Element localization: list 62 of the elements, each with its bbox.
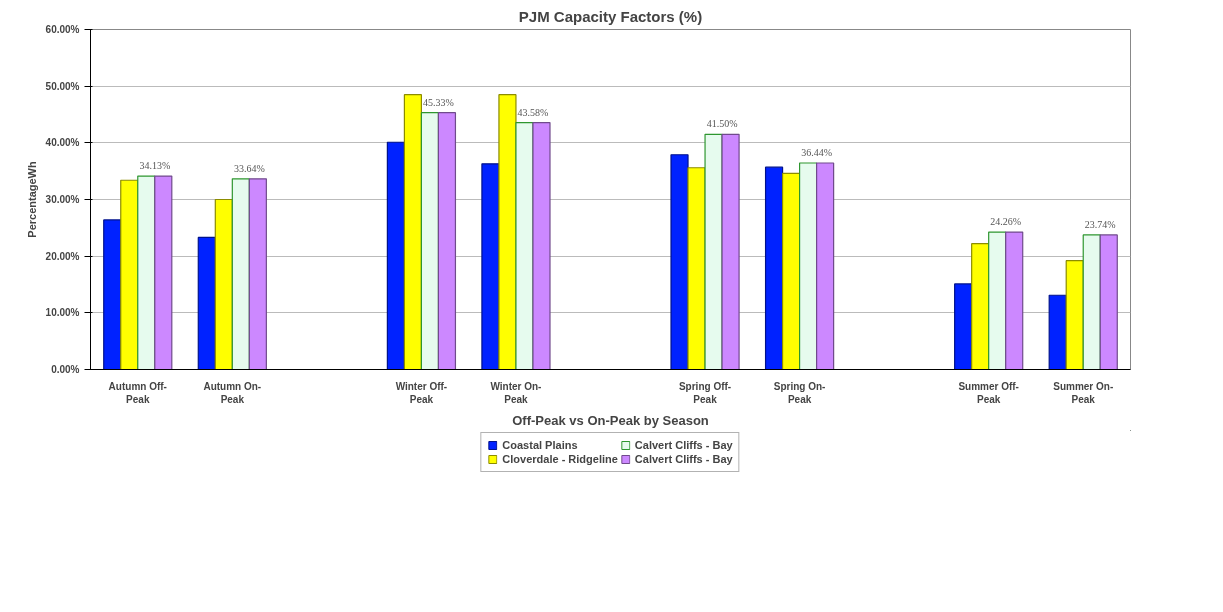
bar [1005, 231, 1024, 370]
x-tick-label: Spring Off-Peak [678, 380, 732, 405]
data-label: 43.58% [517, 106, 549, 118]
bar [103, 219, 122, 370]
y-tick-label: 50.00% [45, 80, 80, 92]
legend-label: Calvert Cliffs - Bay [634, 439, 733, 451]
chart-title: PJM Capacity Factors (%) [518, 7, 703, 25]
bar [120, 179, 139, 370]
bar [532, 121, 551, 370]
data-label: 33.64% [233, 162, 265, 174]
bar [197, 236, 216, 370]
y-tick-label: 20.00% [45, 250, 80, 262]
x-tick-label: Summer Off-Peak [958, 380, 1019, 405]
bar [437, 112, 457, 370]
data-label: 23.74% [1084, 218, 1116, 230]
bar [481, 163, 500, 370]
bar [798, 162, 818, 370]
data-label: 45.33% [423, 96, 454, 108]
bar [137, 175, 156, 370]
y-tick-label: 10.00% [45, 307, 80, 319]
bar [1082, 234, 1101, 370]
bar [1099, 234, 1118, 370]
bar [971, 243, 990, 370]
bar [154, 175, 173, 370]
bar [248, 178, 267, 370]
bar [1065, 260, 1084, 370]
y-tick-label: 40.00% [45, 137, 80, 149]
bar [721, 133, 740, 370]
legend-label: Cloverdale - Ridgeline [502, 453, 618, 465]
bar [420, 112, 440, 370]
legend-label: Coastal Plains [502, 439, 578, 451]
bar [954, 283, 973, 370]
x-axis-title: Off-Peak vs On-Peak by Season [512, 412, 709, 428]
bar [1048, 294, 1067, 370]
bar [764, 166, 784, 370]
bar [214, 198, 233, 370]
legend-label: Calvert Cliffs - Bay [634, 453, 733, 465]
x-tick-label: Autumn On-Peak [203, 380, 262, 405]
y-tick-label: 0.00% [51, 364, 80, 375]
data-label: 36.44% [801, 147, 833, 159]
bar [816, 162, 835, 370]
x-tick-label: Summer On-Peak [1053, 380, 1114, 405]
y-tick-label: 60.00% [45, 24, 80, 35]
bar [988, 231, 1007, 370]
x-tick-label: Autumn Off-Peak [108, 380, 167, 405]
x-tick-label: Spring On-Peak [773, 380, 826, 405]
x-tick-label: Winter On-Peak [490, 380, 542, 405]
bar [781, 172, 801, 370]
bar [704, 133, 723, 370]
data-label: 24.26% [990, 216, 1022, 228]
bar [386, 141, 405, 370]
y-tick-label: 30.00% [45, 194, 80, 205]
data-label: 41.50% [706, 118, 738, 130]
bar [687, 167, 706, 370]
bar [498, 94, 517, 370]
bar [515, 121, 534, 370]
x-tick-label: Winter Off-Peak [395, 380, 448, 405]
data-label: 34.13% [139, 160, 171, 172]
bar [231, 178, 250, 370]
y-axis-title: PercentageWh [25, 161, 38, 238]
bar [403, 94, 423, 370]
bar [670, 154, 689, 370]
